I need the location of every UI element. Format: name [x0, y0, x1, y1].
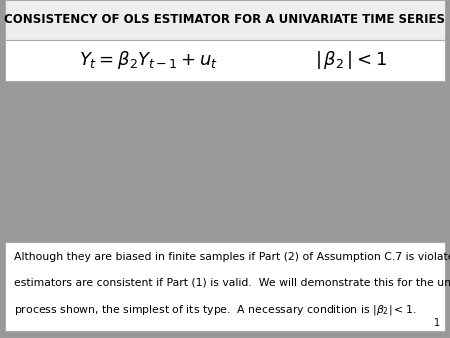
FancyBboxPatch shape: [5, 242, 445, 331]
FancyBboxPatch shape: [5, 40, 445, 81]
Text: Although they are biased in finite samples if Part (2) of Assumption C.7 is viol: Although they are biased in finite sampl…: [14, 252, 450, 262]
Text: process shown, the simplest of its type.  A necessary condition is $|\beta_2| < : process shown, the simplest of its type.…: [14, 303, 417, 316]
Text: CONSISTENCY OF OLS ESTIMATOR FOR A UNIVARIATE TIME SERIES: CONSISTENCY OF OLS ESTIMATOR FOR A UNIVA…: [4, 13, 446, 26]
Text: 1: 1: [434, 318, 440, 328]
Text: estimators are consistent if Part (1) is valid.  We will demonstrate this for th: estimators are consistent if Part (1) is…: [14, 277, 450, 287]
Text: $|\, \beta_2 \,| < 1$: $|\, \beta_2 \,| < 1$: [315, 49, 387, 71]
FancyBboxPatch shape: [5, 0, 445, 40]
Text: $Y_t = \beta_2 Y_{t-1} + u_t$: $Y_t = \beta_2 Y_{t-1} + u_t$: [79, 49, 218, 71]
